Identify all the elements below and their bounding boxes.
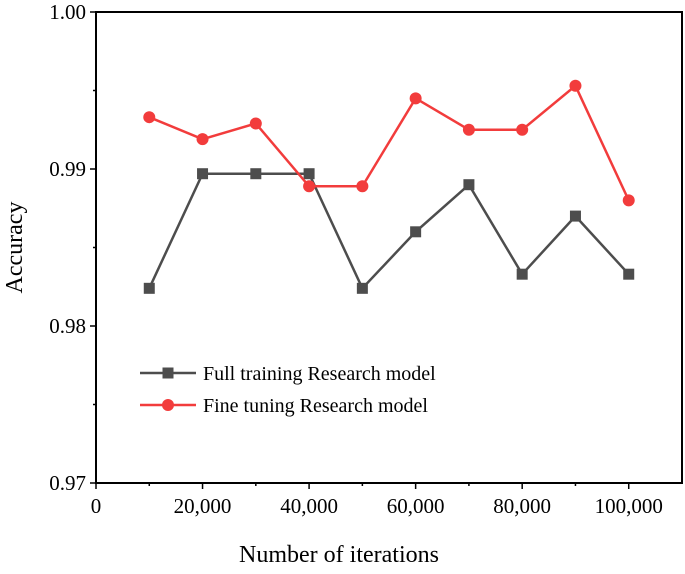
data-point-circle [622, 194, 635, 207]
data-point-square [356, 282, 368, 294]
y-axis-label: Accuracy [2, 202, 28, 294]
data-point-circle [356, 180, 369, 193]
data-point-square [569, 210, 581, 222]
data-point-square [197, 168, 209, 180]
x-tick-label: 60,000 [387, 494, 445, 518]
data-point-square [143, 282, 155, 294]
y-tick-label: 0.97 [49, 471, 86, 495]
data-point-circle [409, 92, 422, 105]
data-point-square [410, 226, 422, 238]
legend-label: Fine tuning Research model [203, 395, 428, 417]
legend-marker-circle [162, 399, 174, 411]
series-line-1 [148, 83, 630, 201]
data-point-square [623, 268, 635, 280]
data-point-circle [569, 79, 582, 92]
data-point-circle [303, 180, 316, 193]
data-point-square [250, 168, 262, 180]
x-tick-label: 80,000 [493, 494, 551, 518]
data-point-square [463, 179, 475, 191]
series-line-0 [148, 172, 630, 291]
data-point-circle [143, 111, 156, 124]
legend-label: Full training Research model [203, 363, 436, 385]
y-tick-label: 0.98 [49, 314, 86, 338]
x-tick-label: 100,000 [595, 494, 663, 518]
y-tick-label: 0.99 [49, 157, 86, 181]
data-point-circle [462, 123, 475, 136]
x-axis-label: Number of iterations [239, 542, 439, 568]
data-point-square [303, 168, 315, 180]
data-point-square [516, 268, 528, 280]
y-tick-label: 1.00 [49, 0, 86, 24]
data-point-circle [196, 133, 209, 146]
x-tick-label: 0 [91, 494, 102, 518]
x-tick-label: 20,000 [174, 494, 232, 518]
data-point-circle [516, 123, 529, 136]
legend-marker-square [162, 367, 174, 379]
data-point-circle [249, 117, 262, 130]
x-tick-label: 40,000 [280, 494, 338, 518]
